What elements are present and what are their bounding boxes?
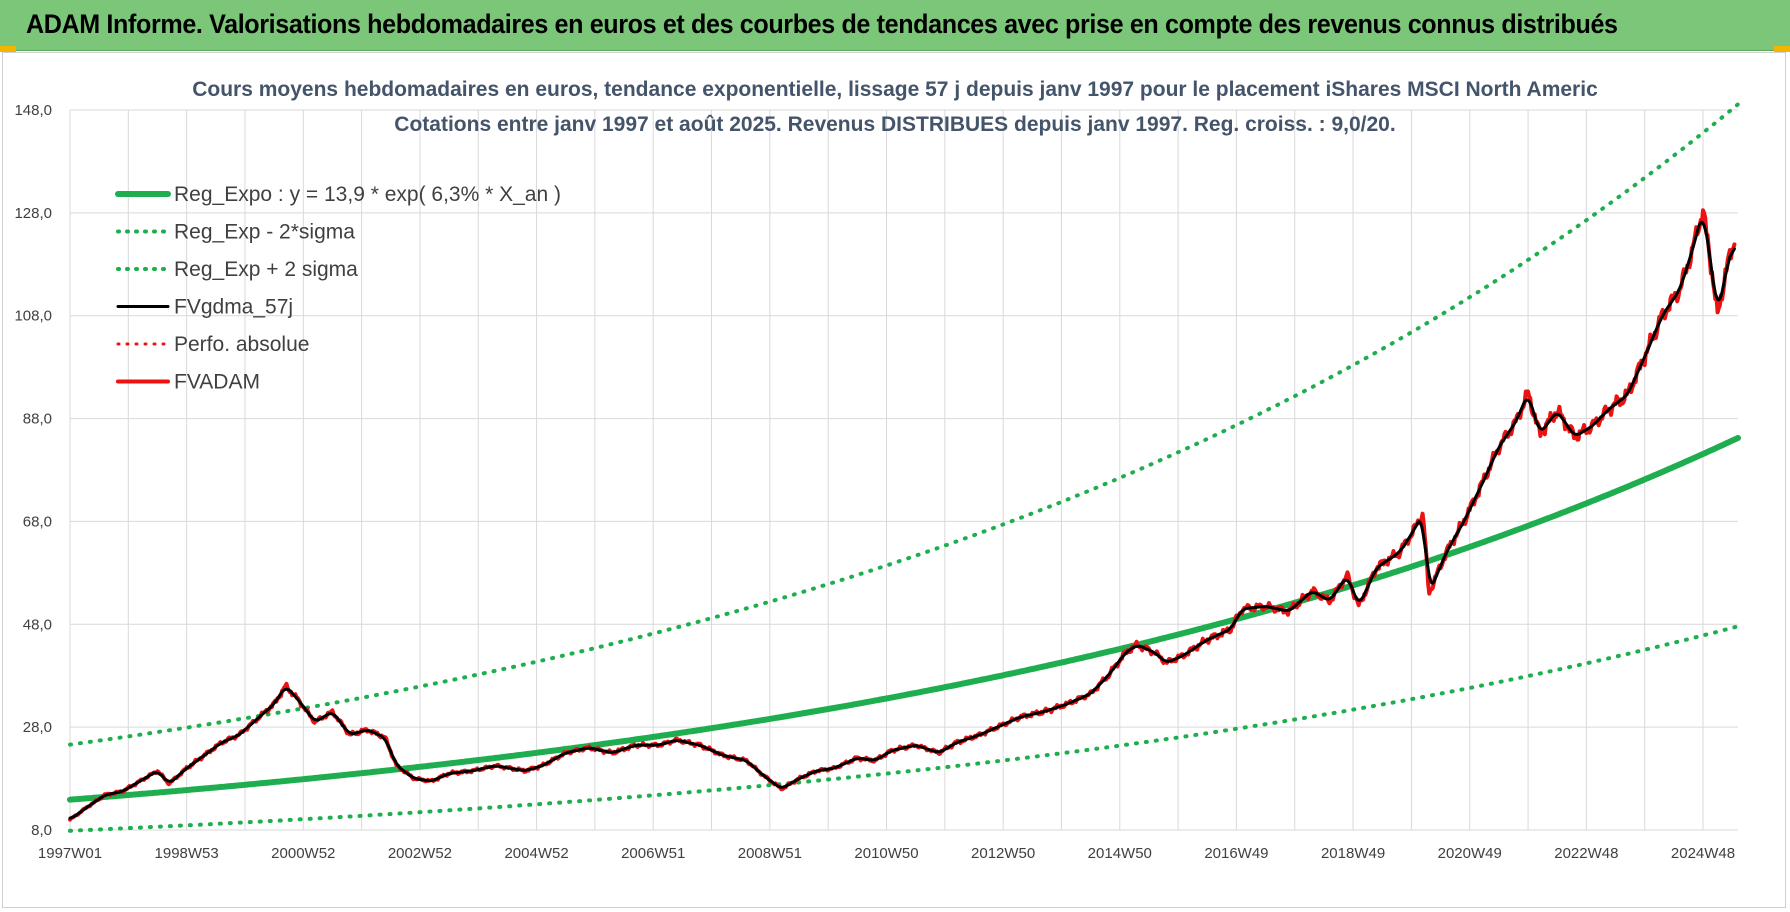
series-lines <box>67 102 1741 833</box>
chart-subtitle: Cotations entre janv 1997 et août 2025. … <box>394 113 1395 136</box>
gridlines <box>69 109 1738 831</box>
y-tick-label: 8,0 <box>31 822 52 839</box>
legend-label: Reg_Exp - 2*sigma <box>174 221 355 244</box>
y-axis-ticks: 8,0 28,0 48,0 68,0 88,0 108,0 128,0 148,0 <box>14 102 52 839</box>
y-tick-label: 88,0 <box>23 411 52 428</box>
x-tick-label: 2010W50 <box>854 845 918 862</box>
legend: Reg_Expo : y = 13,9 * exp( 6,3% * X_an )… <box>115 183 561 394</box>
legend-label: Reg_Exp + 2 sigma <box>174 258 358 281</box>
x-tick-label: 1998W53 <box>155 845 219 862</box>
x-tick-label: 2014W50 <box>1088 845 1152 862</box>
x-tick-label: 2020W49 <box>1438 845 1502 862</box>
x-tick-label: 2018W49 <box>1321 845 1385 862</box>
x-tick-label: 2006W51 <box>621 845 685 862</box>
x-axis-ticks: 1997W01 1998W53 2000W52 2002W52 2004W52 2006W… <box>38 845 1735 862</box>
x-tick-label: 2024W48 <box>1671 845 1735 862</box>
y-tick-label: 68,0 <box>23 513 52 530</box>
y-tick-label: 148,0 <box>14 102 52 119</box>
series-reg-expo <box>67 434 1741 803</box>
legend-label: Perfo. absolue <box>174 333 309 356</box>
chart-title: Cours moyens hebdomadaires en euros, ten… <box>192 78 1598 101</box>
corner-mark <box>1774 46 1790 52</box>
legend-label: FVgdma_57j <box>174 296 293 319</box>
report-title: ADAM Informe. Valorisations hebdomadaire… <box>26 9 1618 39</box>
series-fvgdma-57j <box>68 220 1736 820</box>
x-tick-label: 2008W51 <box>738 845 802 862</box>
x-tick-label: 2022W48 <box>1554 845 1618 862</box>
legend-label: Reg_Expo : y = 13,9 * exp( 6,3% * X_an ) <box>174 183 561 206</box>
x-tick-label: 1997W01 <box>38 845 102 862</box>
report-banner: ADAM Informe. Valorisations hebdomadaire… <box>0 0 1790 51</box>
y-tick-label: 48,0 <box>23 616 52 633</box>
y-tick-label: 28,0 <box>23 719 52 736</box>
series-reg-plus-2sigma <box>68 102 1740 747</box>
x-tick-label: 2002W52 <box>388 845 452 862</box>
chart-frame <box>2 52 1786 908</box>
series-reg-minus-2sigma <box>68 624 1740 833</box>
x-tick-label: 2000W52 <box>271 845 335 862</box>
y-tick-label: 128,0 <box>14 205 52 222</box>
y-tick-label: 108,0 <box>14 308 52 325</box>
series-fvadam <box>68 208 1737 822</box>
legend-label: FVADAM <box>174 371 260 394</box>
corner-mark <box>0 46 16 52</box>
x-tick-label: 2012W50 <box>971 845 1035 862</box>
x-tick-label: 2016W49 <box>1204 845 1268 862</box>
x-tick-label: 2004W52 <box>504 845 568 862</box>
